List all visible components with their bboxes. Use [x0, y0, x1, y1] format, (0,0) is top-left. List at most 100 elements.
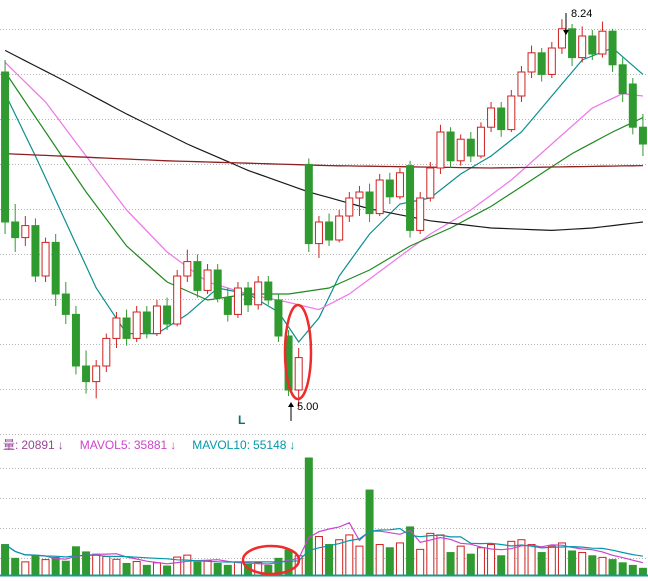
candle[interactable]	[476, 126, 485, 157]
volume-bar[interactable]	[456, 545, 465, 576]
volume-bar[interactable]	[92, 553, 101, 576]
candle[interactable]	[517, 71, 526, 97]
candle[interactable]	[426, 167, 435, 199]
volume-bar[interactable]	[314, 536, 323, 576]
candle[interactable]	[314, 221, 323, 245]
candle[interactable]	[537, 52, 546, 75]
candle[interactable]	[446, 131, 455, 162]
candle[interactable]	[142, 311, 151, 335]
volume-bar[interactable]	[132, 561, 141, 576]
candle[interactable]	[173, 275, 182, 325]
volume-bar[interactable]	[203, 560, 212, 576]
candle[interactable]	[233, 287, 242, 315]
volume-bar[interactable]	[51, 556, 60, 576]
volume-bar[interactable]	[608, 559, 617, 576]
candle[interactable]	[608, 30, 617, 66]
candle[interactable]	[588, 35, 597, 55]
volume-bar[interactable]	[122, 562, 131, 576]
volume-bar[interactable]	[395, 542, 404, 576]
candle[interactable]	[578, 35, 587, 59]
candle[interactable]	[487, 107, 496, 128]
candle[interactable]	[497, 107, 506, 131]
candle[interactable]	[507, 95, 516, 131]
candle[interactable]	[264, 281, 273, 301]
volume-bar[interactable]	[598, 556, 607, 576]
candle[interactable]	[598, 30, 607, 55]
volume-bar[interactable]	[11, 557, 20, 576]
volume-bar[interactable]	[537, 552, 546, 576]
volume-bar[interactable]	[61, 560, 70, 576]
volume-bar[interactable]	[476, 547, 485, 576]
volume-bar[interactable]	[385, 547, 394, 576]
volume-bar[interactable]	[142, 564, 151, 576]
candle[interactable]	[1, 71, 10, 223]
candle[interactable]	[92, 365, 101, 383]
candle[interactable]	[61, 293, 70, 315]
candle[interactable]	[244, 287, 253, 306]
candle[interactable]	[112, 317, 121, 339]
volume-bar[interactable]	[335, 539, 344, 576]
volume-bar[interactable]	[71, 546, 80, 576]
volume-bar[interactable]	[213, 562, 222, 576]
candle[interactable]	[466, 138, 475, 157]
volume-bar[interactable]	[21, 561, 30, 576]
candle[interactable]	[406, 165, 415, 231]
candle[interactable]	[527, 52, 536, 73]
candle[interactable]	[152, 305, 161, 335]
volume-bar[interactable]	[102, 555, 111, 576]
volume-bar[interactable]	[578, 552, 587, 576]
candle[interactable]	[102, 337, 111, 367]
candle[interactable]	[132, 311, 141, 339]
volume-bar[interactable]	[112, 558, 121, 576]
candlesticks[interactable]	[1, 19, 647, 408]
candle[interactable]	[628, 83, 637, 128]
candle[interactable]	[345, 197, 354, 217]
volume-bar[interactable]	[527, 544, 536, 576]
candle[interactable]	[183, 261, 192, 277]
candle[interactable]	[375, 179, 384, 215]
candle[interactable]	[355, 191, 364, 199]
volume-bar[interactable]	[446, 552, 455, 576]
candle[interactable]	[365, 191, 374, 215]
candle[interactable]	[254, 281, 263, 306]
volume-bar[interactable]	[436, 534, 445, 576]
candle[interactable]	[213, 269, 222, 299]
volume-bar[interactable]	[557, 542, 566, 576]
volume-bar[interactable]	[618, 562, 627, 576]
candle[interactable]	[416, 197, 425, 231]
candle[interactable]	[456, 138, 465, 162]
candle[interactable]	[436, 131, 445, 169]
candle[interactable]	[122, 317, 131, 339]
candle[interactable]	[193, 261, 202, 291]
candle[interactable]	[294, 357, 303, 391]
volume-bar[interactable]	[1, 544, 10, 576]
volume-bar[interactable]	[547, 545, 556, 576]
volume-bar[interactable]	[193, 561, 202, 576]
candle[interactable]	[395, 172, 404, 198]
candle[interactable]	[568, 28, 577, 59]
candle[interactable]	[41, 241, 50, 277]
candle[interactable]	[385, 179, 394, 198]
candle[interactable]	[82, 365, 91, 383]
volume-bar[interactable]	[223, 564, 232, 576]
candle[interactable]	[547, 47, 556, 75]
candle[interactable]	[71, 313, 80, 367]
volume-bar[interactable]	[638, 567, 647, 576]
candle[interactable]	[335, 215, 344, 241]
candle[interactable]	[274, 299, 283, 337]
candle[interactable]	[223, 297, 232, 315]
candle[interactable]	[325, 221, 334, 241]
candle[interactable]	[11, 221, 20, 239]
candle[interactable]	[21, 225, 30, 239]
volume-bar[interactable]	[31, 555, 40, 576]
candle[interactable]	[557, 28, 566, 49]
volume-bar[interactable]	[628, 564, 637, 576]
candle[interactable]	[31, 225, 40, 277]
volume-bar[interactable]	[152, 562, 161, 576]
volume-bar[interactable]	[416, 548, 425, 576]
volume-bar[interactable]	[183, 554, 192, 576]
volume-bar[interactable]	[588, 555, 597, 576]
volume-bar[interactable]	[375, 544, 384, 576]
volume-bar[interactable]	[325, 544, 334, 576]
